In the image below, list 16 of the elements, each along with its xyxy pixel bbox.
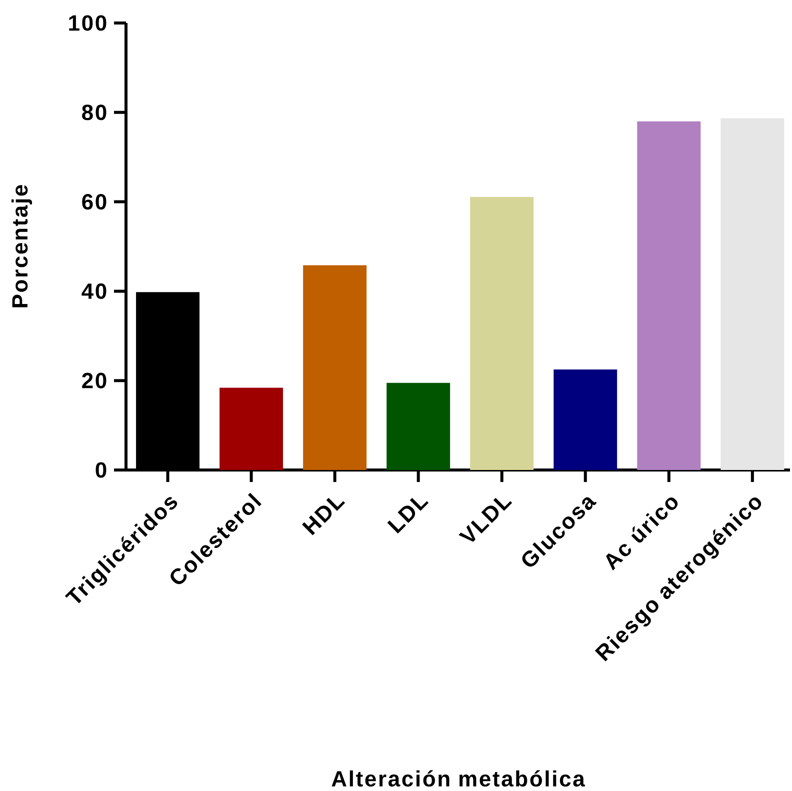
- bar: [470, 196, 534, 470]
- y-tick-label: 40: [82, 283, 106, 299]
- y-tick-label: 20: [82, 372, 106, 388]
- bar: [303, 265, 367, 470]
- y-tick-label: 60: [82, 194, 106, 210]
- y-tick-label: 80: [82, 104, 106, 120]
- bar: [386, 382, 450, 470]
- y-axis-title: Porcentaje: [11, 185, 32, 308]
- x-tick-label: LDL: [387, 498, 429, 534]
- y-tick-label: 100: [69, 15, 106, 31]
- bar: [554, 369, 618, 470]
- bar: [720, 118, 784, 470]
- x-axis-title: Alteración metabólica: [332, 770, 585, 787]
- bar: [637, 121, 701, 470]
- bar: [220, 388, 284, 470]
- y-tick-label: 0: [96, 462, 106, 478]
